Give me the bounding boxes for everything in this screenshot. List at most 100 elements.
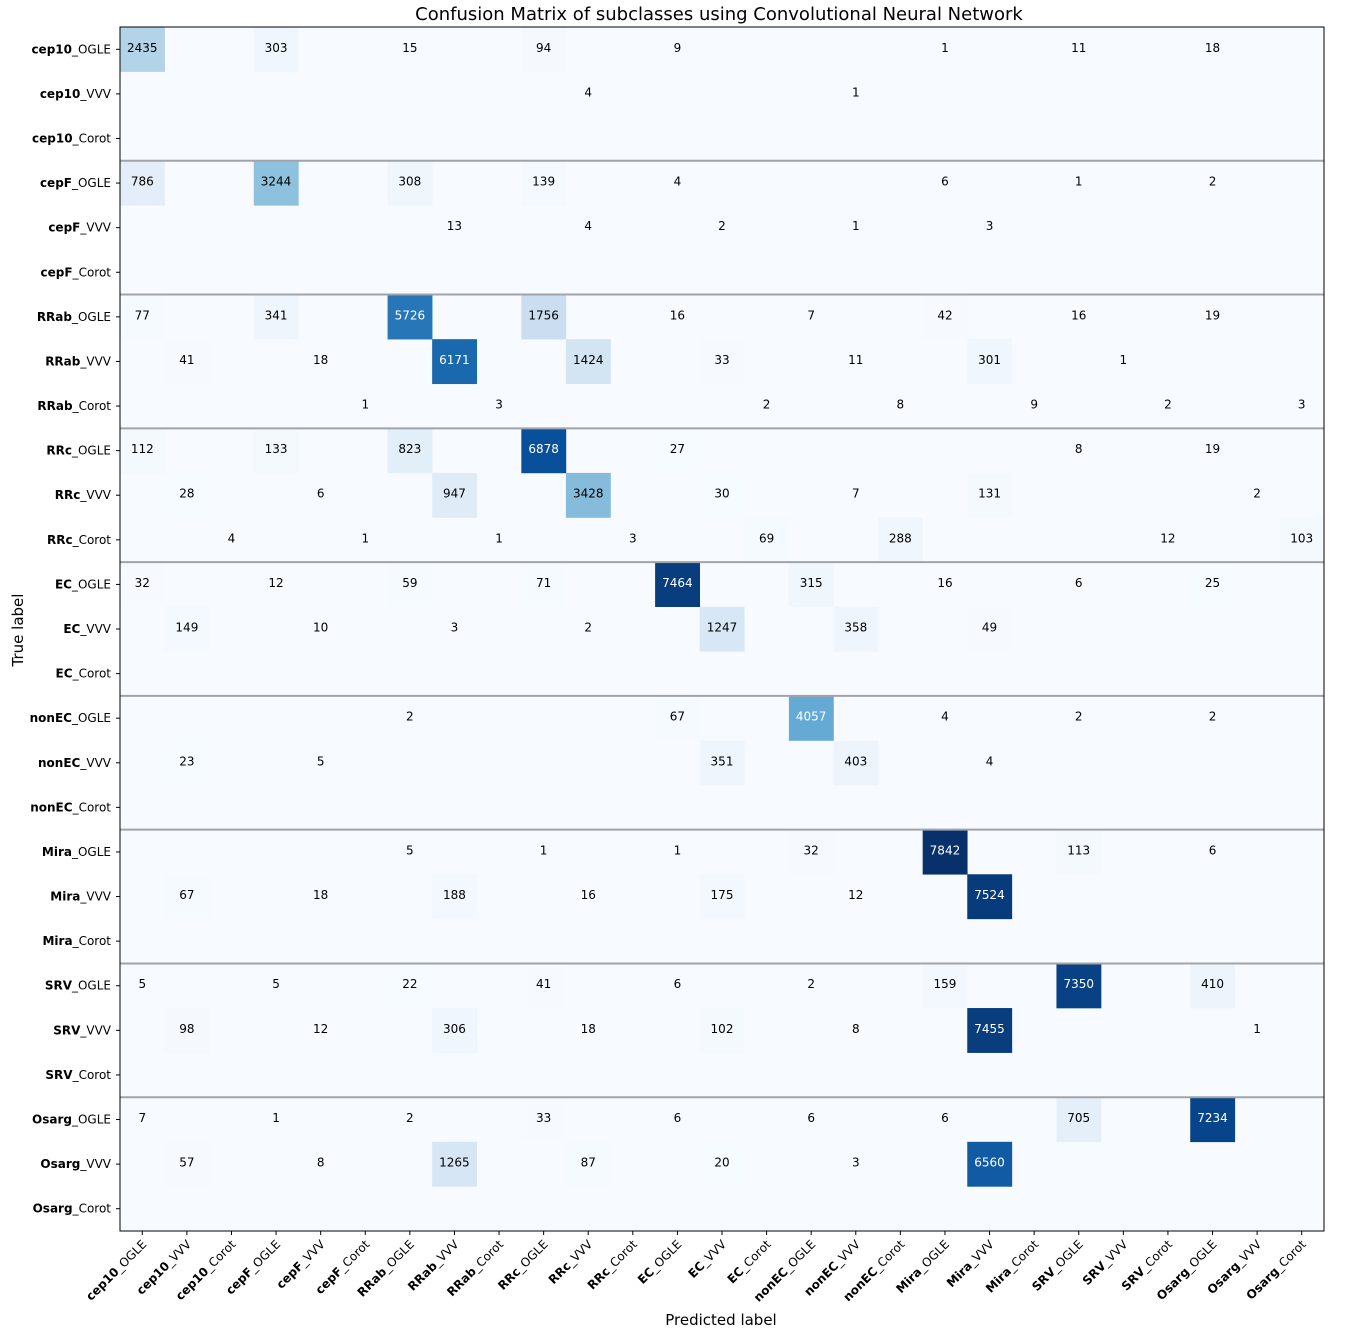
heatmap-cell (922, 963, 968, 1009)
cell-value-label: 8 (1075, 442, 1083, 456)
heatmap-cell (120, 294, 165, 340)
cell-value-label: 306 (443, 1022, 466, 1036)
heatmap-cell (699, 606, 745, 652)
heatmap-cell (833, 1141, 879, 1187)
heatmap-cell (1145, 517, 1191, 563)
heatmap-cell (833, 339, 879, 385)
cell-value-label: 13 (447, 219, 462, 233)
cell-value-label: 6878 (528, 442, 559, 456)
cell-value-label: 2 (718, 219, 726, 233)
heatmap-cell (788, 294, 834, 340)
heatmap-cell (387, 428, 433, 474)
cell-value-label: 3 (629, 531, 637, 545)
heatmap-cell (833, 472, 879, 518)
heatmap-cell (788, 1097, 834, 1143)
y-tick-label: cep10_Corot (32, 131, 111, 145)
cell-value-label: 6 (317, 487, 325, 501)
heatmap-cell (833, 1008, 879, 1053)
cell-value-label: 5726 (395, 308, 426, 322)
heatmap-cell (833, 71, 879, 117)
cell-value-label: 6171 (439, 353, 470, 367)
x-tick-label: EC_OGLE (635, 1237, 685, 1287)
y-tick-label: SRV_OGLE (45, 979, 111, 993)
heatmap-cell (1190, 562, 1236, 607)
heatmap-cell (565, 1141, 611, 1187)
cell-value-label: 77 (135, 308, 150, 322)
cell-value-label: 18 (581, 1022, 596, 1036)
cell-value-label: 7842 (930, 843, 961, 857)
heatmap-cell (922, 27, 968, 72)
y-tick-label: RRab_OGLE (37, 310, 111, 324)
cell-value-label: 6 (674, 1111, 682, 1125)
y-tick-label: Osarg_OGLE (32, 1113, 111, 1127)
y-tick-label: nonEC_OGLE (30, 711, 111, 725)
heatmap-cell (1190, 428, 1236, 474)
heatmap-cell (164, 339, 210, 385)
cell-value-label: 25 (1205, 576, 1220, 590)
heatmap-cell (922, 1097, 968, 1143)
cell-value-label: 19 (1205, 308, 1220, 322)
heatmap-cell (387, 963, 433, 1009)
cell-value-label: 2 (1209, 710, 1217, 724)
cell-value-label: 6 (1209, 843, 1217, 857)
heatmap-cell (342, 517, 388, 563)
cell-value-label: 7524 (974, 888, 1005, 902)
cell-value-label: 103 (1290, 531, 1313, 545)
heatmap-cell (120, 27, 165, 72)
cell-value-label: 87 (581, 1156, 596, 1170)
cell-value-label: 4 (941, 710, 949, 724)
heatmap-cell (1056, 160, 1102, 206)
y-tick-label: SRV_VVV (53, 1023, 112, 1037)
heatmap-cell (1056, 562, 1102, 607)
cell-value-label: 2 (1209, 175, 1217, 189)
heatmap-cell (521, 160, 567, 206)
heatmap-cell (1056, 829, 1102, 875)
x-tick-labels: cep10_OGLEcep10_VVVcep10_CorotcepF_OGLEc… (83, 1231, 1309, 1305)
heatmap-cell (655, 428, 700, 474)
cell-value-label: 18 (313, 888, 328, 902)
cell-value-label: 159 (934, 977, 957, 991)
cell-value-label: 98 (179, 1022, 194, 1036)
cell-value-label: 49 (982, 621, 997, 635)
heatmap-cell (833, 740, 879, 786)
cell-value-label: 1 (852, 219, 860, 233)
cell-value-label: 6 (674, 977, 682, 991)
y-tick-label: EC_OGLE (55, 577, 111, 591)
cell-value-label: 67 (179, 888, 194, 902)
cell-value-label: 3 (986, 219, 994, 233)
heatmap-cell (788, 562, 834, 607)
heatmap-cell (655, 294, 700, 340)
cell-value-label: 5 (272, 977, 280, 991)
heatmap-cell (833, 874, 879, 920)
y-tick-label: cepF_OGLE (40, 176, 111, 190)
cell-value-label: 9 (674, 41, 682, 55)
heatmap-cell (164, 874, 210, 920)
cell-value-label: 20 (714, 1156, 729, 1170)
cell-value-label: 2 (1253, 487, 1261, 501)
cell-value-label: 358 (844, 621, 867, 635)
cell-value-label: 2 (807, 977, 815, 991)
cell-value-label: 1424 (573, 353, 604, 367)
cell-value-label: 133 (265, 442, 288, 456)
heatmap-cell (565, 606, 611, 652)
cell-value-label: 149 (175, 621, 198, 635)
heatmap-cell (699, 205, 745, 251)
cell-value-label: 33 (714, 353, 729, 367)
y-tick-label: RRc_VVV (55, 488, 112, 502)
cell-value-label: 32 (804, 843, 819, 857)
heatmap-cell (922, 829, 968, 875)
cell-value-label: 351 (711, 754, 734, 768)
heatmap-cell (610, 517, 656, 563)
y-tick-label: EC_Corot (56, 667, 112, 681)
cell-value-label: 1 (540, 843, 548, 857)
heatmap-cell (1190, 27, 1236, 72)
cell-value-label: 12 (268, 576, 283, 590)
heatmap-cell (164, 740, 210, 786)
cell-value-label: 9 (1030, 398, 1038, 412)
heatmap-cell (1279, 383, 1325, 429)
heatmap-cell (1056, 428, 1102, 474)
y-tick-label: Mira_OGLE (42, 845, 111, 859)
cell-value-label: 4 (584, 219, 592, 233)
heatmap-cell (387, 27, 433, 72)
heatmap-cell (521, 428, 567, 474)
